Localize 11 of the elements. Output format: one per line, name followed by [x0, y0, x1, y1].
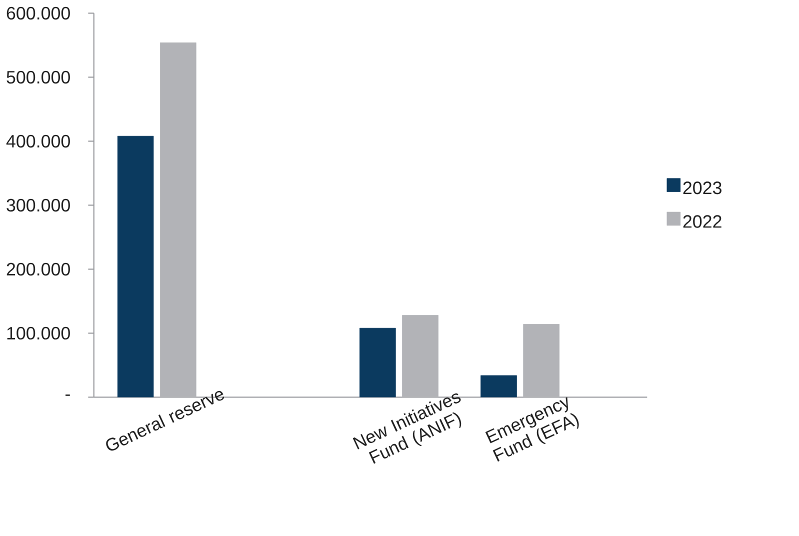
legend-label: 2022: [683, 215, 722, 228]
y-tick-label: 500.000: [6, 70, 70, 84]
legend-label: 2023: [683, 181, 722, 194]
bar: [117, 136, 154, 398]
y-tick-label: 200.000: [6, 262, 70, 276]
y-tick-label: 600.000: [6, 6, 70, 20]
y-tick-label: -: [66, 394, 70, 396]
y-tick-label: 100.000: [7, 326, 70, 340]
y-tick-label: 400.000: [6, 134, 70, 148]
y-tick-label: 300.000: [6, 198, 70, 212]
bar: [480, 375, 517, 398]
